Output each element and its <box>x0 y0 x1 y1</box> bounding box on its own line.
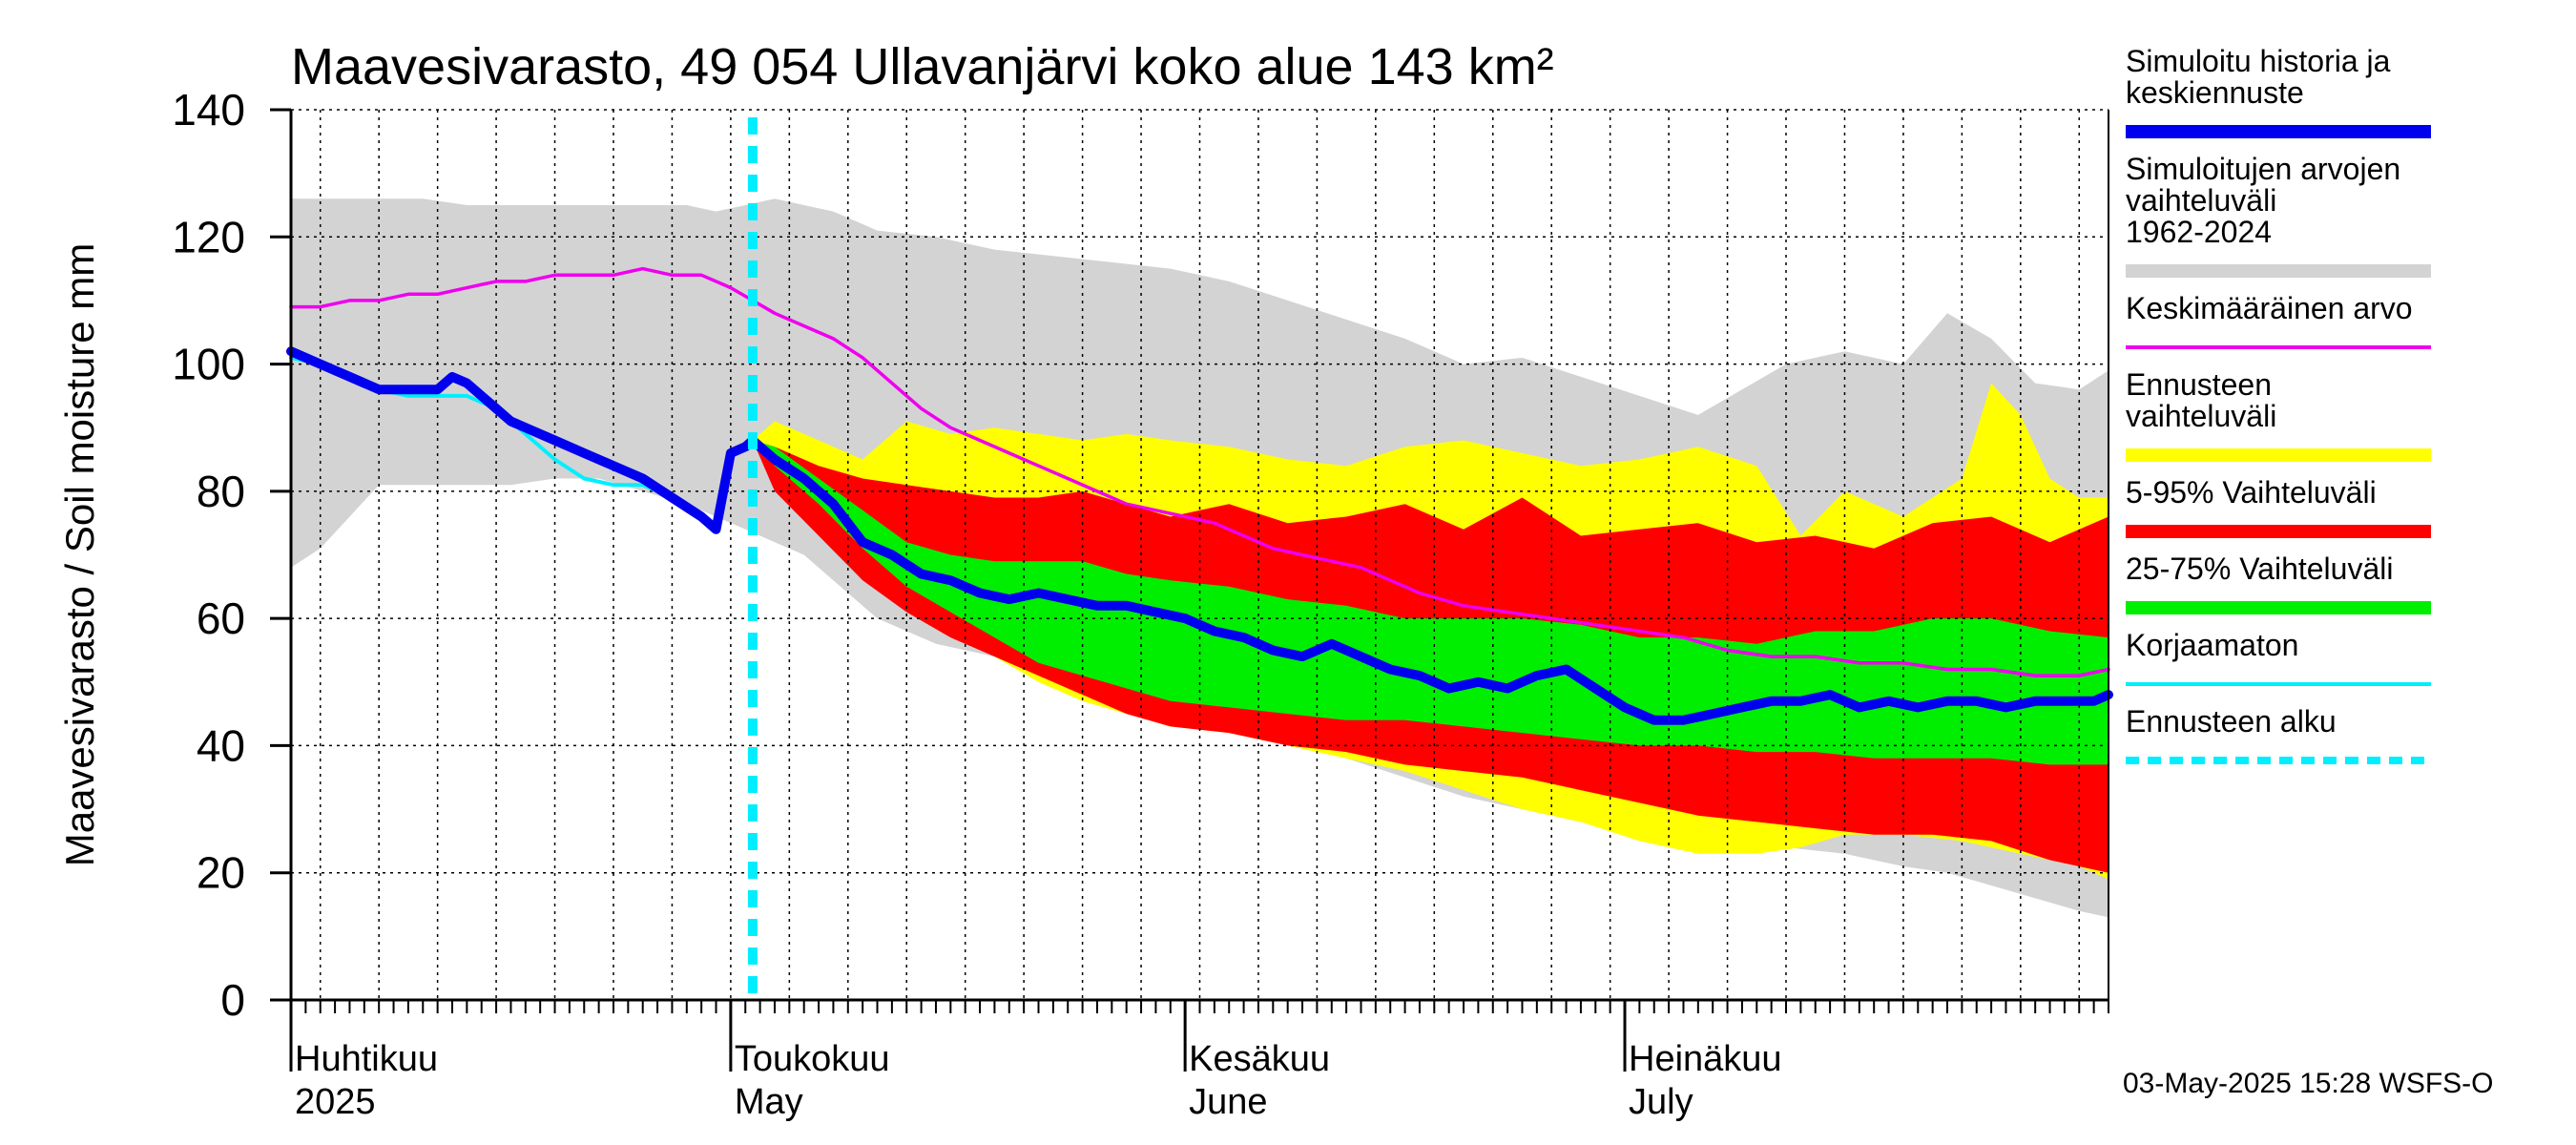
legend-label-0: Simuloitu historia ja <box>2126 44 2391 78</box>
month-label-fi: Heinäkuu <box>1629 1039 1782 1079</box>
y-tick-label: 0 <box>220 975 245 1025</box>
timestamp-footer: 03-May-2025 15:28 WSFS-O <box>2123 1068 2494 1099</box>
y-tick-label: 20 <box>197 848 245 898</box>
month-label-fi: Kesäkuu <box>1189 1039 1330 1079</box>
legend-label-1: vaihteluväli <box>2126 183 2276 218</box>
legend-label-5: 25-75% Vaihteluväli <box>2126 552 2393 586</box>
legend-label-6: Korjaamaton <box>2126 628 2298 662</box>
y-axis-label: Maavesivarasto / Soil moisture mm <box>57 243 102 867</box>
month-label-en: May <box>735 1082 803 1122</box>
y-tick-label: 100 <box>172 340 245 389</box>
legend-label-0: keskiennuste <box>2126 75 2304 110</box>
band-layer <box>291 198 2109 918</box>
month-label-fi: Huhtikuu <box>295 1039 438 1079</box>
legend-label-3: vaihteluväli <box>2126 399 2276 433</box>
y-tick-label: 120 <box>172 212 245 261</box>
series-line-0 <box>289 266 2110 677</box>
grid-layer <box>291 109 2109 1000</box>
month-label-en: July <box>1629 1082 1693 1122</box>
band-3 <box>752 440 2109 765</box>
legend-label-7: Ennusteen alku <box>2126 704 2337 739</box>
month-label-en: June <box>1189 1082 1267 1122</box>
month-label-fi: Toukokuu <box>735 1039 890 1079</box>
month-label-en: 2025 <box>295 1082 376 1122</box>
legend-label-4: 5-95% Vaihteluväli <box>2126 475 2377 510</box>
series-line-2 <box>286 346 2113 725</box>
legend-label-1: Simuloitujen arvojen <box>2126 152 2400 186</box>
legend-label-3: Ennusteen <box>2126 367 2272 402</box>
y-tick-label: 140 <box>172 85 245 135</box>
y-tick-label: 80 <box>197 467 245 516</box>
chart-title: Maavesivarasto, 49 054 Ullavanjärvi koko… <box>291 38 1554 95</box>
legend-label-1: 1962-2024 <box>2126 215 2272 249</box>
y-tick-label: 40 <box>197 720 245 770</box>
y-tick-label: 60 <box>197 593 245 643</box>
legend-label-2: Keskimääräinen arvo <box>2126 291 2413 325</box>
line-layer <box>286 117 2113 1000</box>
